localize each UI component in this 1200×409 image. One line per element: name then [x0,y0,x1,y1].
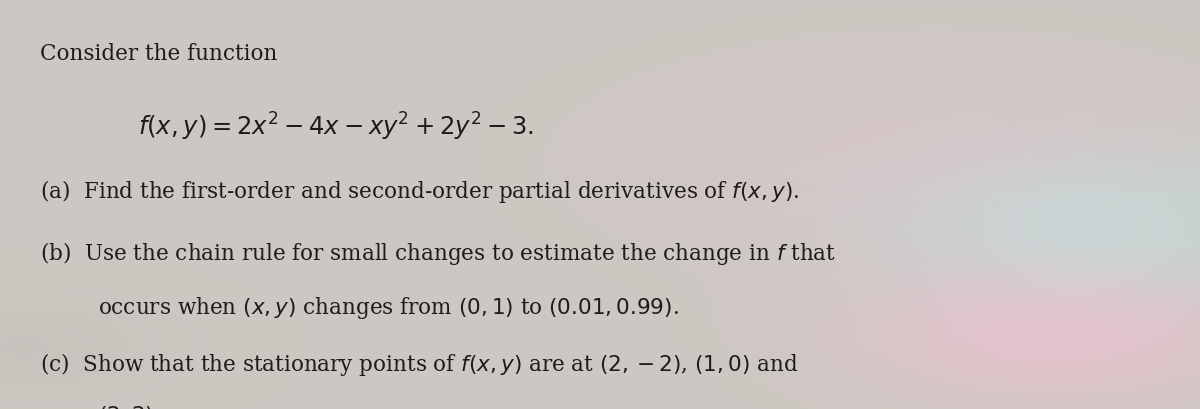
Text: (b)  Use the chain rule for small changes to estimate the change in $f$ that: (b) Use the chain rule for small changes… [40,239,835,266]
Text: $(2, 2)$.: $(2, 2)$. [98,403,161,409]
Text: Consider the function: Consider the function [40,43,277,65]
Text: (a)  Find the first-order and second-order partial derivatives of $f(x, y)$.: (a) Find the first-order and second-orde… [40,178,799,205]
Text: (c)  Show that the stationary points of $f(x, y)$ are at $(2, -2)$, $(1, 0)$ and: (c) Show that the stationary points of $… [40,350,798,377]
Text: occurs when $(x, y)$ changes from $(0, 1)$ to $(0.01, 0.99)$.: occurs when $(x, y)$ changes from $(0, 1… [98,294,679,320]
Text: $f(x, y) = 2x^2 - 4x - xy^2 + 2y^2 - 3.$: $f(x, y) = 2x^2 - 4x - xy^2 + 2y^2 - 3.$ [138,110,534,143]
